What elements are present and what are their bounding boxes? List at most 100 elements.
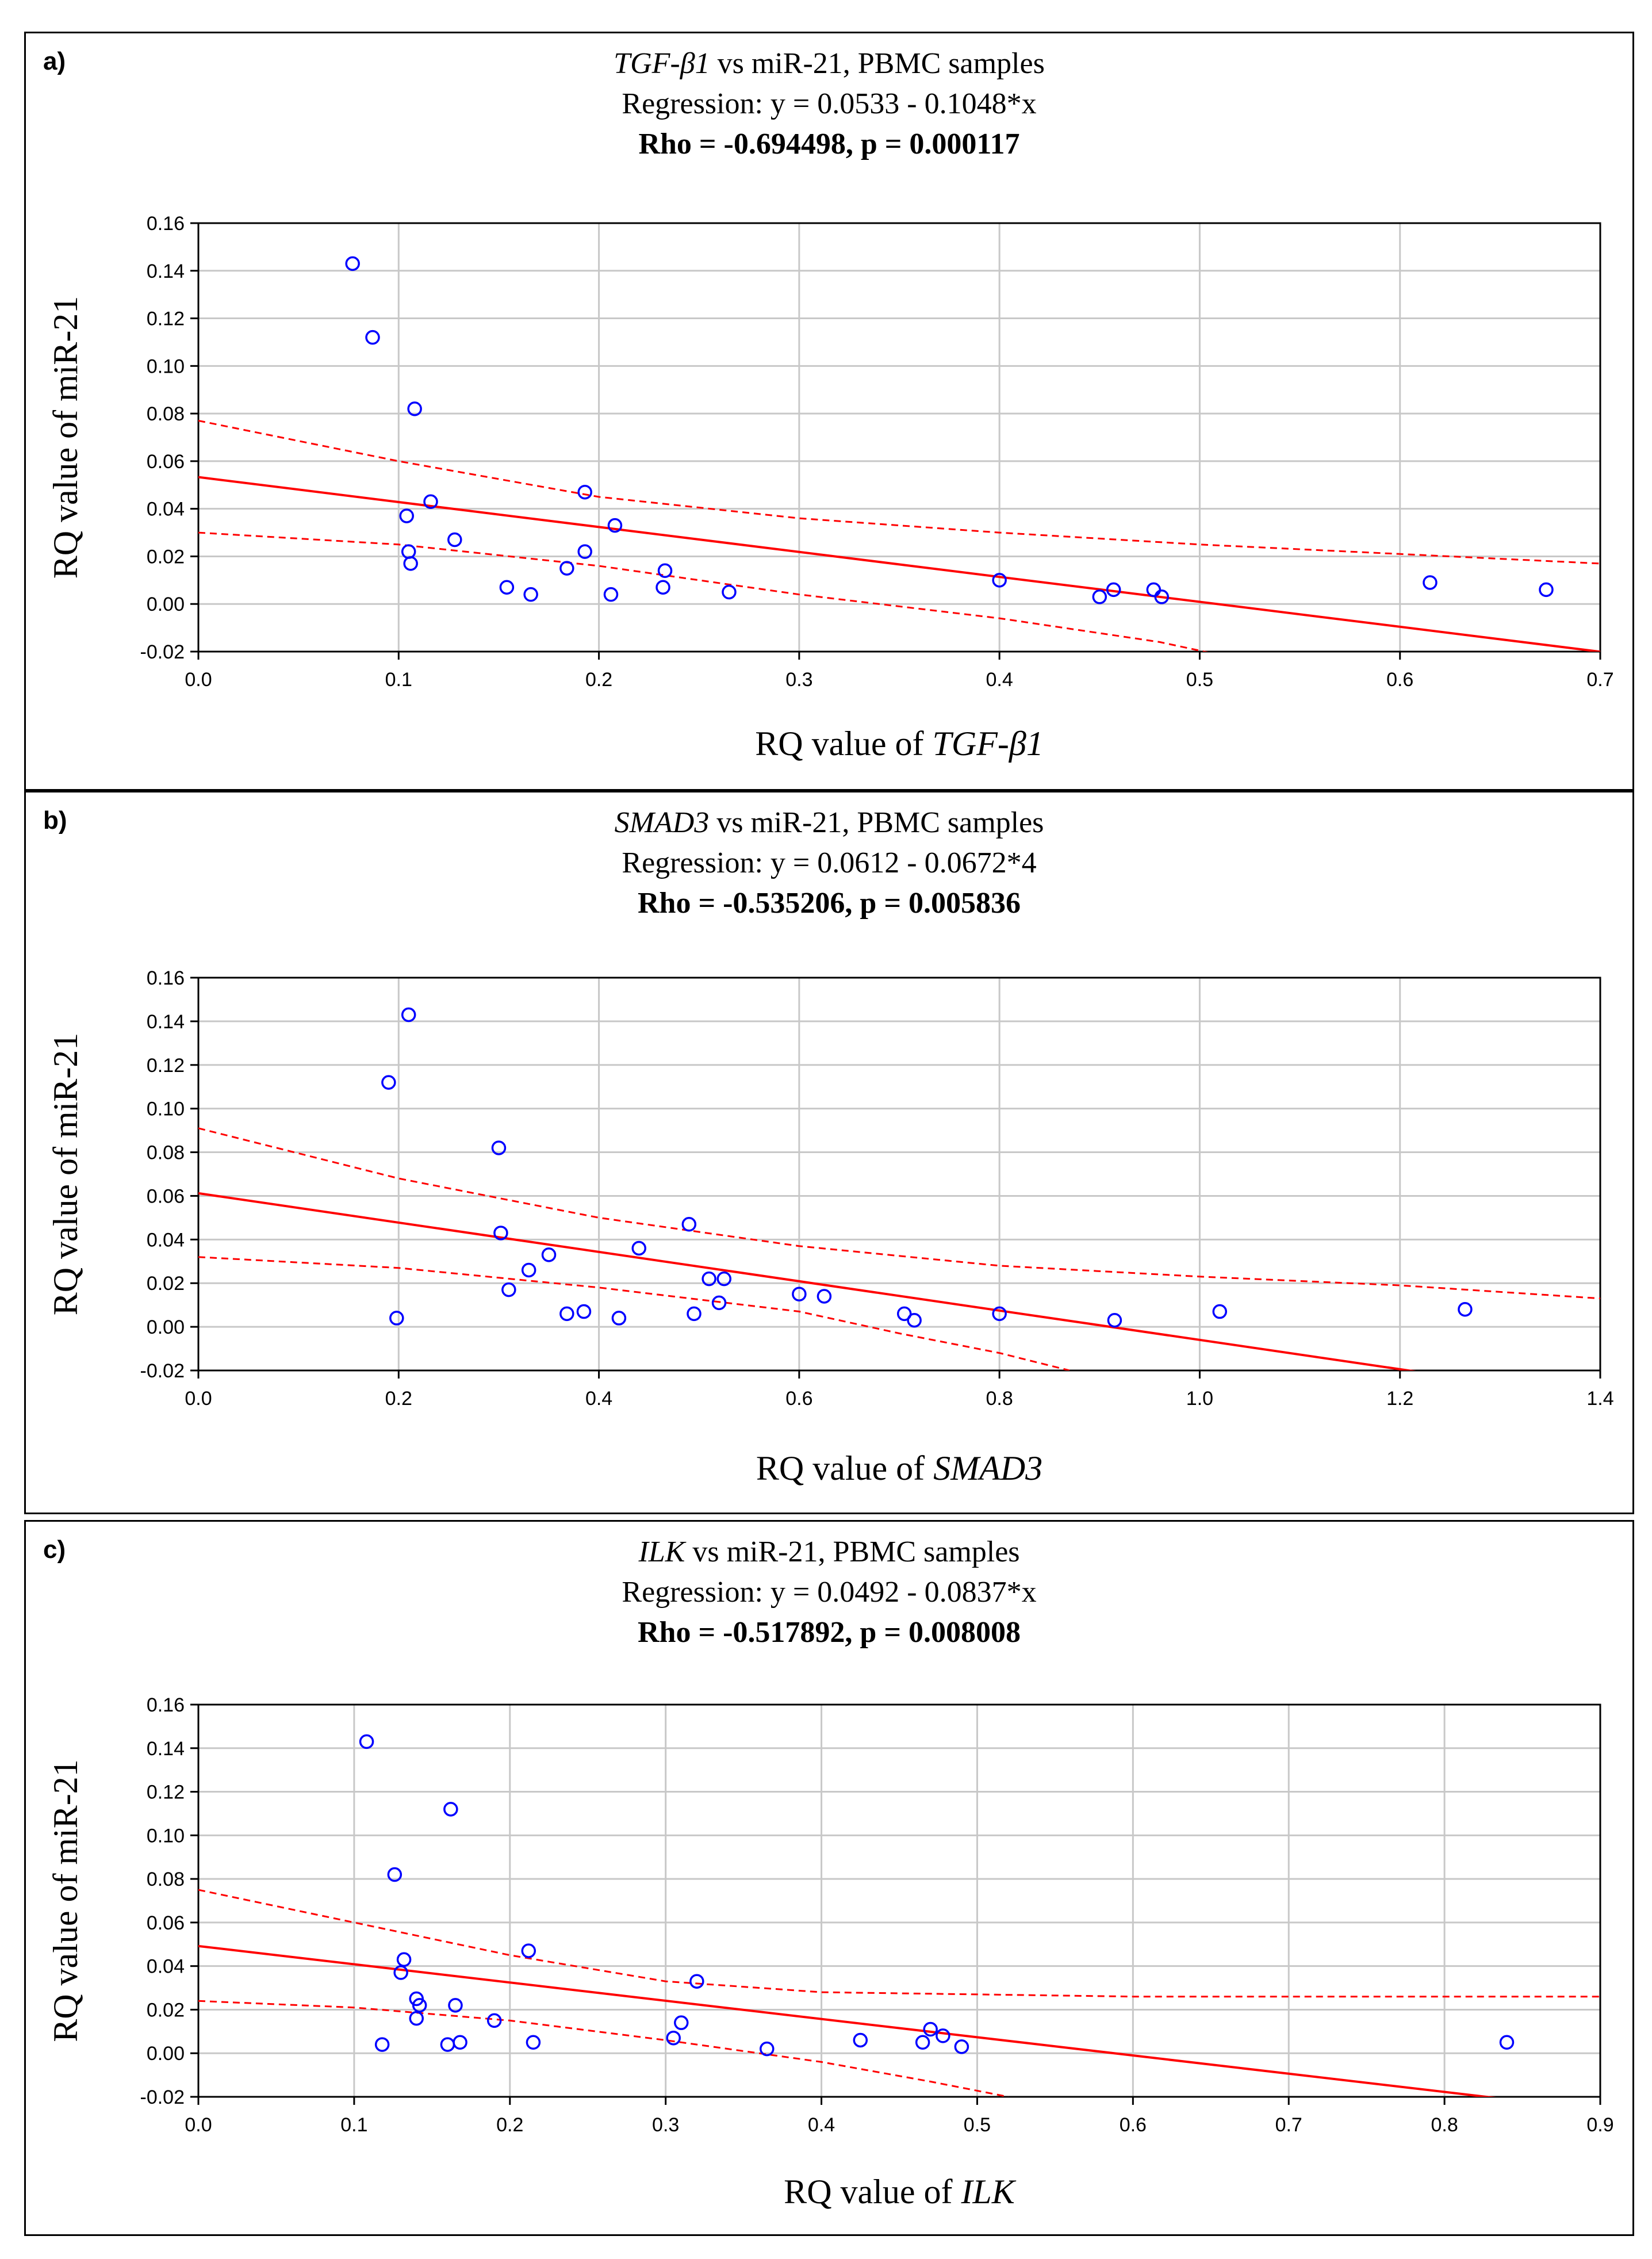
data-point bbox=[559, 1306, 574, 1322]
y-axis-title: RQ value of miR-21 bbox=[47, 296, 85, 579]
y-tick-label: -0.02 bbox=[140, 641, 185, 663]
x-tick-label: 0.9 bbox=[1586, 2114, 1613, 2136]
data-point bbox=[381, 1075, 396, 1090]
data-point bbox=[1212, 1304, 1228, 1319]
data-point bbox=[387, 1867, 403, 1882]
scatter-plot-a: 0.0 0.1 0.2 0.3 0.4 0.5 0.6 0.7 -0.02 0.00 0.02 0.0… bbox=[47, 213, 1614, 763]
data-point bbox=[365, 330, 380, 345]
plot-frame bbox=[197, 1703, 1601, 2098]
x-tick-label: 0.1 bbox=[340, 2114, 367, 2136]
data-point bbox=[1458, 1302, 1473, 1317]
x-tick-label: 0.6 bbox=[1386, 669, 1413, 691]
data-point bbox=[689, 1974, 704, 1989]
y-tick-label: 0.14 bbox=[147, 1738, 185, 1760]
confidence-band-upper bbox=[198, 1889, 1600, 1998]
data-point bbox=[359, 1734, 374, 1749]
data-point bbox=[1154, 589, 1170, 604]
title-gene: TGF-β1 bbox=[614, 47, 710, 80]
panel-label: b) bbox=[43, 806, 67, 834]
chart-panel-b: b) SMAD3 vs miR-21, PBMC samples Regress… bbox=[24, 791, 1634, 1514]
data-point bbox=[523, 587, 538, 602]
data-point bbox=[907, 1312, 922, 1328]
x-tick-label: 0.8 bbox=[1431, 2114, 1458, 2136]
data-point bbox=[499, 580, 515, 595]
data-point bbox=[493, 1226, 508, 1240]
y-tick-label: 0.02 bbox=[147, 1999, 185, 2021]
data-point bbox=[374, 2037, 390, 2052]
data-point bbox=[611, 1311, 627, 1326]
x-tick-label: 0.6 bbox=[1120, 2114, 1147, 2136]
data-point bbox=[687, 1306, 702, 1322]
data-point bbox=[681, 1217, 697, 1232]
data-point bbox=[409, 2011, 424, 2026]
data-point bbox=[453, 2035, 467, 2050]
y-tick-label: 0.00 bbox=[147, 1316, 185, 1338]
panel-label: a) bbox=[43, 47, 66, 75]
data-point bbox=[443, 1802, 458, 1817]
data-point bbox=[526, 2035, 541, 2050]
data-point bbox=[501, 1282, 516, 1297]
y-tick-label: 0.04 bbox=[147, 1229, 185, 1251]
x-tick-label: 0.0 bbox=[185, 669, 212, 691]
y-tick-label: 0.02 bbox=[147, 546, 185, 568]
data-point bbox=[399, 508, 414, 523]
data-point bbox=[448, 1998, 463, 2013]
plot-frame bbox=[197, 977, 1601, 1372]
x-axis-title: RQ value of TGF-β1 bbox=[755, 725, 1043, 763]
y-tick-label: 0.10 bbox=[147, 1825, 185, 1847]
data-point bbox=[702, 1271, 716, 1287]
regression-line bbox=[198, 1944, 1496, 2097]
x-tick-label: 0.5 bbox=[1186, 669, 1213, 691]
x-tick-label: 0.1 bbox=[385, 669, 412, 691]
plot-area bbox=[198, 1734, 1600, 2097]
y-tick-label: 0.12 bbox=[147, 308, 185, 330]
confidence-band-lower bbox=[198, 2000, 1009, 2097]
y-tick-label: 0.10 bbox=[147, 1098, 185, 1120]
x-tick-label: 0.3 bbox=[785, 669, 812, 691]
data-point bbox=[711, 1295, 727, 1311]
y-tick-label: 0.08 bbox=[147, 1142, 185, 1164]
y-tick-label: 0.12 bbox=[147, 1782, 185, 1804]
chart-title: TGF-β1 vs miR-21, PBMC samples bbox=[26, 44, 1632, 84]
data-point bbox=[541, 1247, 557, 1262]
data-point bbox=[407, 401, 422, 416]
data-point bbox=[440, 2037, 455, 2052]
y-tick-label: 0.14 bbox=[147, 261, 185, 282]
x-tick-label: 0.5 bbox=[964, 2114, 991, 2136]
regression-equation: Regression: y = 0.0612 - 0.0672*4 bbox=[622, 847, 1037, 879]
chart-title: ILK vs miR-21, PBMC samples bbox=[26, 1532, 1632, 1572]
x-tick-label: 0.7 bbox=[1275, 2114, 1302, 2136]
data-point bbox=[915, 2035, 930, 2050]
title-rest: vs miR-21, PBMC samples bbox=[710, 47, 1045, 80]
y-tick-label: 0.06 bbox=[147, 451, 185, 473]
data-point bbox=[521, 1943, 536, 1958]
data-point bbox=[521, 1262, 536, 1278]
data-point bbox=[631, 1240, 646, 1256]
data-point bbox=[896, 1306, 912, 1322]
plot-frame bbox=[197, 222, 1601, 653]
data-point bbox=[603, 587, 619, 602]
data-point bbox=[1423, 575, 1438, 590]
y-tick-label: 0.10 bbox=[147, 355, 185, 377]
chart-title-block: ILK vs miR-21, PBMC samples Regression: … bbox=[26, 1532, 1632, 1653]
data-point bbox=[559, 561, 574, 576]
y-tick-label: -0.02 bbox=[140, 1360, 185, 1382]
y-tick-label: 0.04 bbox=[147, 1956, 185, 1978]
x-axis-title: RQ value of SMAD3 bbox=[756, 1449, 1042, 1487]
regression-line bbox=[198, 1192, 1417, 1370]
data-point bbox=[716, 1271, 731, 1287]
data-point bbox=[992, 573, 1007, 588]
x-tick-label: 0.8 bbox=[986, 1388, 1013, 1410]
data-point bbox=[656, 580, 670, 595]
data-point bbox=[577, 544, 592, 559]
data-point bbox=[412, 1998, 427, 2013]
y-tick-label: 0.04 bbox=[147, 499, 185, 520]
x-tick-label: 0.4 bbox=[986, 669, 1013, 691]
x-tick-label: 0.7 bbox=[1586, 669, 1613, 691]
y-tick-label: 0.06 bbox=[147, 1912, 185, 1934]
y-tick-label: 0.00 bbox=[147, 594, 185, 615]
title-rest: vs miR-21, PBMC samples bbox=[709, 806, 1044, 839]
data-point bbox=[1092, 589, 1107, 604]
correlation-stats: Rho = -0.535206, p = 0.005836 bbox=[638, 887, 1021, 920]
y-tick-label: 0.16 bbox=[147, 1694, 185, 1716]
